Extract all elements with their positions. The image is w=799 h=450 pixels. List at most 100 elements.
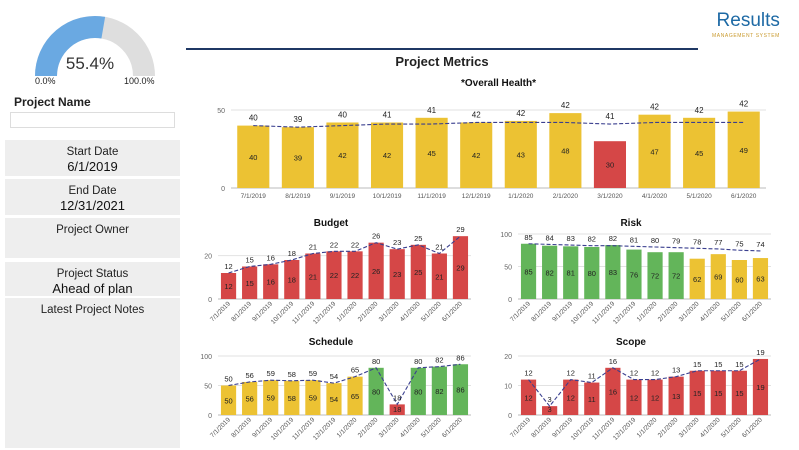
bar-value-label: 12 [524, 393, 532, 402]
bar-value-label: 29 [456, 264, 464, 273]
trend-line [253, 121, 744, 128]
trend-value-label: 77 [714, 238, 722, 247]
bar-value-label: 63 [756, 275, 764, 284]
x-tick-label: 5/1/2020 [420, 416, 443, 439]
y-tick-label: 20 [504, 354, 512, 361]
trend-value-label: 3 [548, 395, 552, 404]
trend-value-label: 40 [249, 114, 258, 123]
bar-value-label: 39 [294, 154, 302, 163]
bar [237, 125, 270, 188]
x-tick-label: 9/1/2019 [330, 193, 356, 200]
trend-value-label: 15 [693, 360, 701, 369]
x-tick-label: 3/1/2020 [378, 416, 401, 439]
chart-title: Scope [616, 337, 646, 348]
trend-value-label: 22 [351, 240, 359, 249]
trend-value-label: 18 [393, 393, 401, 402]
end-date-label: End Date [68, 185, 117, 197]
company-logo: Results MANAGEMENT SYSTEM [712, 10, 780, 40]
bar [220, 273, 237, 299]
x-tick-label: 12/1/2019 [612, 416, 638, 442]
x-tick-label: 3/1/2020 [597, 193, 623, 200]
x-tick-label: 8/1/2019 [230, 300, 253, 323]
bar-value-label: 82 [545, 268, 553, 277]
bar-value-label: 21 [435, 272, 443, 281]
gauge-max-label: 100.0% [124, 76, 155, 86]
x-tick-label: 8/1/2019 [285, 193, 311, 200]
bar-value-label: 50 [224, 396, 232, 405]
project-status-panel: Project Status Ahead of plan [5, 262, 180, 296]
x-tick-label: 11/1/2019 [417, 193, 446, 200]
bar-value-label: 15 [245, 279, 253, 288]
x-tick-label: 6/1/2020 [441, 416, 464, 439]
bar [710, 254, 726, 299]
y-tick-label: 100 [500, 232, 512, 239]
bar [584, 382, 600, 415]
x-tick-label: 1/1/2020 [336, 416, 359, 439]
bar [689, 258, 705, 299]
bar-value-label: 12 [567, 393, 575, 402]
x-tick-label: 5/1/2020 [420, 300, 443, 323]
bar [605, 367, 621, 415]
trend-line [228, 363, 461, 406]
bar [710, 370, 726, 415]
bar [504, 120, 537, 188]
bar [542, 245, 558, 299]
trend-line [228, 235, 461, 274]
x-tick-label: 4/1/2020 [399, 300, 422, 323]
trend-value-label: 16 [267, 253, 275, 262]
x-tick-label: 3/1/2020 [678, 416, 701, 439]
trend-value-label: 42 [650, 103, 659, 112]
project-name-input[interactable] [10, 112, 175, 128]
y-tick-label: 0 [208, 297, 212, 304]
bar-value-label: 19 [756, 383, 764, 392]
trend-value-label: 42 [516, 109, 525, 118]
bar [647, 252, 663, 299]
x-tick-label: 2/1/2020 [657, 416, 680, 439]
start-date-label: Start Date [66, 146, 119, 158]
bar [347, 376, 363, 415]
bar-value-label: 13 [672, 392, 680, 401]
chart-title: Risk [620, 218, 642, 229]
bar-value-label: 43 [517, 150, 525, 159]
bar [281, 127, 314, 188]
x-tick-label: 6/1/2020 [741, 416, 764, 439]
risk-chart: Risk 0 50 100 85 82 81 80 83 76 72 72 62 69 60 63 85 84 83… [500, 218, 771, 326]
y-tick-label: 50 [217, 108, 225, 115]
gauge-fill [35, 16, 106, 77]
trend-value-label: 12 [224, 262, 232, 271]
bar [431, 253, 447, 299]
bar-value-label: 26 [372, 267, 380, 276]
trend-value-label: 15 [735, 360, 743, 369]
trend-value-label: 29 [456, 225, 464, 234]
trend-value-label: 21 [309, 243, 317, 252]
bar [326, 122, 359, 188]
bar [626, 379, 642, 415]
bar-value-label: 72 [672, 272, 680, 281]
trend-value-label: 81 [630, 235, 638, 244]
bar-value-label: 12 [630, 393, 638, 402]
bar [410, 244, 426, 299]
bar [326, 383, 342, 415]
scope-chart: Scope 0 10 20 12 3 12 11 16 12 12 13 15 15 15 19 12 3 12 11… [504, 337, 771, 442]
bar-value-label: 45 [695, 149, 703, 158]
end-date-value: 12/31/2021 [59, 198, 126, 213]
gauge-min-label: 0.0% [35, 76, 56, 86]
bar-value-label: 15 [693, 389, 701, 398]
bar-value-label: 15 [735, 389, 743, 398]
budget-chart: Budget 0 20 12 15 16 18 21 22 22 26 23 25 21 29 12 15 16 1… [204, 218, 471, 326]
bar-value-label: 42 [338, 151, 346, 160]
bar-value-label: 23 [393, 270, 401, 279]
bar-value-label: 42 [383, 151, 391, 160]
x-tick-label: 7/1/2019 [209, 416, 232, 439]
trend-value-label: 21 [435, 243, 443, 252]
gauge-value-label: 55.4% [66, 54, 114, 73]
x-tick-label: 1/1/2020 [636, 416, 659, 439]
bar [549, 113, 582, 188]
bar [242, 266, 258, 299]
x-tick-label: 7/1/2019 [509, 300, 532, 323]
bar-value-label: 22 [330, 271, 338, 280]
trend-value-label: 19 [756, 348, 764, 357]
bar [638, 114, 671, 188]
trend-value-label: 40 [338, 110, 347, 119]
trend-value-label: 82 [588, 235, 596, 244]
